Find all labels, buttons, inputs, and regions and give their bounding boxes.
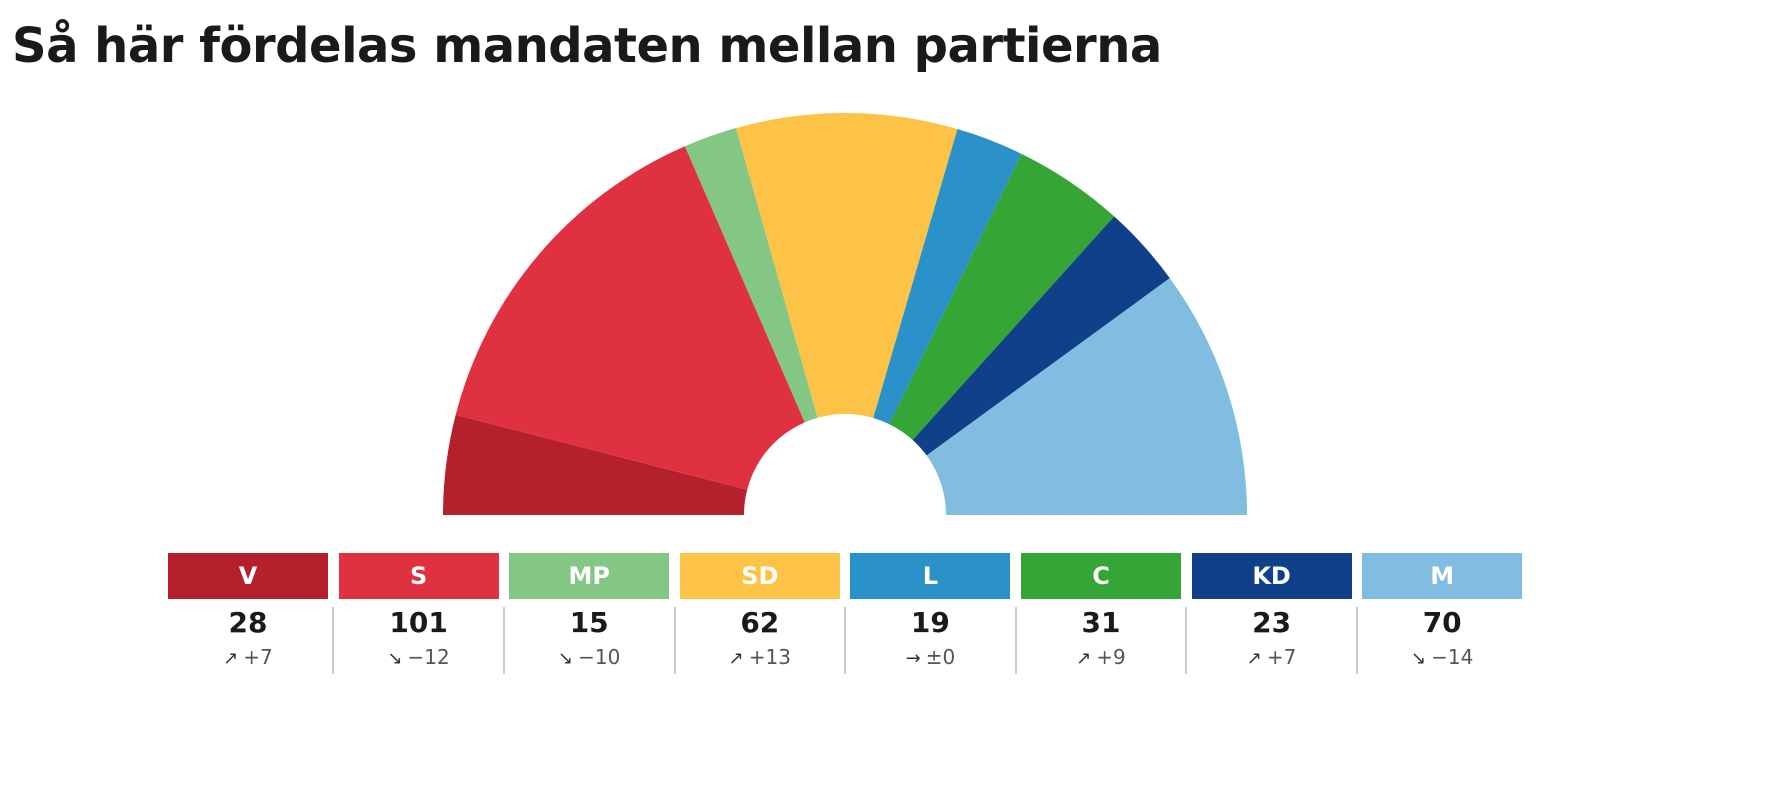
arrow-up-right-icon: ↗: [1076, 648, 1092, 669]
seat-change: ↗ +7: [168, 645, 328, 669]
seat-change-value: −12: [407, 645, 450, 669]
legend-party-m: M 70 ↘ −14: [1362, 553, 1523, 675]
seat-change: ↗ +9: [1021, 645, 1181, 669]
seat-change: ↗ +7: [1192, 645, 1352, 669]
seat-slice-kd: [912, 216, 1170, 456]
seat-change-value: +7: [243, 645, 273, 669]
legend-divider: [502, 607, 505, 674]
legend-divider: [1355, 607, 1358, 674]
arrow-right-icon: →: [905, 648, 921, 669]
seat-change-value: ±0: [925, 645, 956, 669]
party-label: SD: [679, 553, 840, 599]
seat-change: ↘ −14: [1362, 645, 1522, 669]
party-label: MP: [509, 553, 670, 599]
seat-count: 70: [1422, 606, 1462, 639]
party-legend: V 28 ↗ +7 S 101 ↘ −12 MP 15 ↘ −10 SD 62 ↗ +13 L 19 → ±0 C 31 ↗…: [168, 553, 1523, 675]
seat-change: ↘ −12: [339, 645, 499, 669]
seat-change: ↘ −10: [509, 645, 669, 669]
seat-change: ↗ +13: [680, 645, 840, 669]
legend-divider: [332, 607, 335, 674]
arrow-down-right-icon: ↘: [558, 648, 574, 669]
arrow-up-right-icon: ↗: [728, 648, 744, 669]
legend-party-l: L 19 → ±0: [850, 553, 1011, 675]
seat-change-value: −10: [578, 645, 621, 669]
arrow-up-right-icon: ↗: [223, 648, 239, 669]
legend-divider: [844, 607, 847, 674]
legend-party-v: V 28 ↗ +7: [168, 553, 328, 675]
party-label: C: [1021, 553, 1181, 599]
arrow-down-right-icon: ↘: [387, 648, 403, 669]
seat-change-value: +13: [748, 645, 791, 669]
seat-count: 62: [740, 606, 780, 639]
legend-party-kd: KD 23 ↗ +7: [1191, 553, 1352, 675]
chart-title: Så här fördelas mandaten mellan partiern…: [12, 18, 1162, 74]
seat-slice-mp: [684, 128, 818, 423]
seat-slice-s: [455, 146, 805, 490]
party-label: V: [168, 553, 328, 599]
seat-count: 28: [228, 606, 268, 639]
legend-party-s: S 101 ↘ −12: [338, 553, 499, 675]
seat-change-value: +9: [1096, 645, 1126, 669]
legend-divider: [1014, 607, 1017, 674]
hemicycle-chart: [443, 112, 1247, 515]
legend-party-c: C 31 ↗ +9: [1021, 553, 1181, 675]
seat-count: 19: [910, 606, 950, 639]
seat-count: 23: [1252, 606, 1292, 639]
seat-slice-sd: [736, 112, 958, 419]
party-label: M: [1362, 553, 1523, 599]
seat-count: 15: [569, 606, 609, 639]
legend-divider: [673, 607, 676, 674]
arrow-up-right-icon: ↗: [1246, 648, 1262, 669]
seat-slice-l: [873, 129, 1022, 425]
legend-party-sd: SD 62 ↗ +13: [679, 553, 840, 675]
legend-divider: [1185, 607, 1188, 674]
seat-count: 31: [1081, 606, 1121, 639]
arrow-down-right-icon: ↘: [1411, 648, 1427, 669]
seat-count: 101: [389, 606, 448, 639]
party-label: L: [850, 553, 1011, 599]
seat-slice-v: [443, 414, 748, 515]
legend-party-mp: MP 15 ↘ −10: [509, 553, 670, 675]
seat-change: → ±0: [850, 645, 1010, 669]
seat-slice-m: [926, 278, 1247, 515]
seat-slice-c: [889, 153, 1115, 440]
party-label: KD: [1191, 553, 1352, 599]
seat-change-value: −14: [1431, 645, 1474, 669]
seat-change-value: +7: [1266, 645, 1297, 669]
party-label: S: [338, 553, 499, 599]
